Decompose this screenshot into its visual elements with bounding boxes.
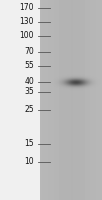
Text: 130: 130 [19, 18, 34, 26]
Text: 15: 15 [24, 140, 34, 148]
Text: 170: 170 [19, 3, 34, 12]
Text: 10: 10 [24, 158, 34, 166]
Text: 55: 55 [24, 62, 34, 71]
Text: 35: 35 [24, 88, 34, 97]
Text: 100: 100 [19, 31, 34, 40]
Text: 25: 25 [24, 106, 34, 114]
Text: 40: 40 [24, 77, 34, 86]
Text: 70: 70 [24, 47, 34, 56]
